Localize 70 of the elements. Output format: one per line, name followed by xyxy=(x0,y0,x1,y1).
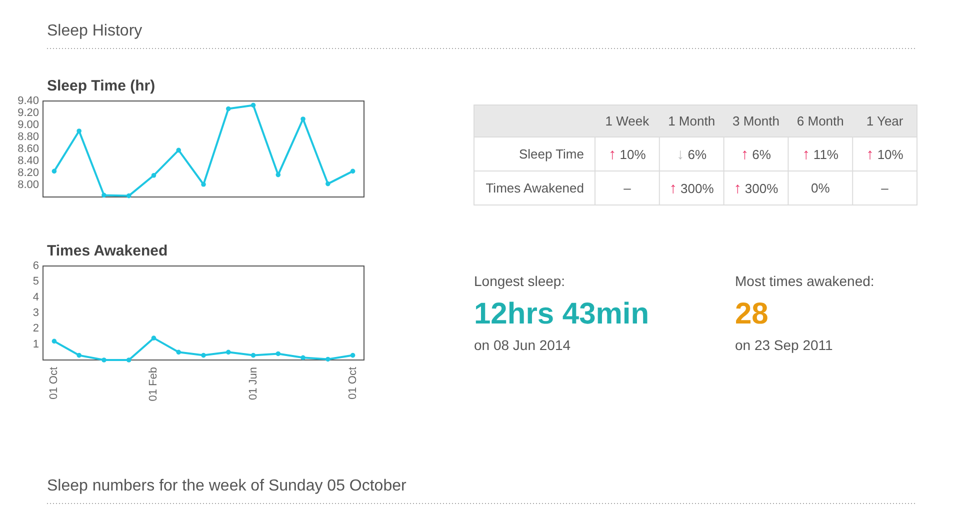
x-tick-label: 01 Feb xyxy=(148,367,160,402)
y-tick-label: 9.20 xyxy=(18,107,39,119)
y-tick-label: 8.80 xyxy=(18,131,39,143)
point xyxy=(151,336,156,340)
y-tick-label: 4 xyxy=(32,291,39,304)
y-tick-label: 8.20 xyxy=(18,167,39,179)
text: Sleep History xyxy=(47,22,142,40)
point xyxy=(176,148,182,153)
y-tick-label: 1 xyxy=(32,338,39,350)
y-tick-label: 8.40 xyxy=(18,155,39,167)
text: 28 xyxy=(735,298,768,330)
point xyxy=(176,350,182,355)
point xyxy=(300,355,306,360)
text: ↑ 11% xyxy=(802,146,838,162)
text: on 08 Jun 2014 xyxy=(474,337,571,353)
point xyxy=(201,182,206,187)
text: – xyxy=(624,180,631,196)
point xyxy=(250,102,256,108)
point xyxy=(250,352,256,358)
point xyxy=(226,350,231,355)
category-label: 1 Year xyxy=(866,114,904,128)
text: ↑ 300% xyxy=(669,180,714,196)
point xyxy=(102,192,106,198)
point xyxy=(350,352,356,358)
category-label: 1 Month xyxy=(668,114,716,128)
y-tick-label: 8.60 xyxy=(18,143,39,155)
x-tick-label: 01 Oct xyxy=(48,367,60,400)
point xyxy=(52,168,57,174)
text: Most times awakened: xyxy=(735,273,874,289)
y-tick-label: 9.40 xyxy=(18,95,39,107)
chart-title: Sleep Time (hr) xyxy=(47,78,156,94)
text: 12hrs 43min xyxy=(474,298,650,330)
y-tick-label: 6 xyxy=(32,260,39,272)
text: on 23 Sep 2011 xyxy=(735,337,834,353)
y-tick-label: 8.00 xyxy=(18,179,39,191)
category-label: Sleep Time xyxy=(518,146,584,162)
chart-title: Times Awakened xyxy=(47,242,168,260)
y-tick-label: 2 xyxy=(32,322,39,335)
text: Longest sleep: xyxy=(474,273,566,289)
point xyxy=(151,173,156,178)
point xyxy=(201,352,206,358)
category-label: Times Awakened xyxy=(486,180,584,196)
text: ↑ 300% xyxy=(734,180,778,196)
category-label: 3 Month xyxy=(732,114,780,128)
y-tick-label: 9.00 xyxy=(18,119,39,131)
category-label: 1 Week xyxy=(605,114,650,128)
point xyxy=(326,356,330,362)
text: ↑ 6% xyxy=(741,146,771,162)
x-tick-label: 01 Jun xyxy=(247,367,260,400)
point xyxy=(102,358,106,362)
point xyxy=(52,338,57,344)
category-label: 6 Month xyxy=(796,114,844,128)
text: 0% xyxy=(811,180,830,196)
y-tick-label: 3 xyxy=(32,307,39,319)
text: ↑ 10% xyxy=(866,146,904,162)
text: – xyxy=(881,180,888,196)
text: ↓ 6% xyxy=(676,146,707,162)
point xyxy=(76,128,82,134)
point xyxy=(226,106,231,112)
point xyxy=(326,181,330,186)
point xyxy=(350,168,356,174)
text: ↑ 10% xyxy=(608,146,646,162)
text: Sleep numbers for the week of Sunday 05 October xyxy=(47,478,407,494)
point xyxy=(300,116,306,122)
point xyxy=(276,351,281,356)
point xyxy=(126,358,132,362)
point xyxy=(126,193,132,198)
x-tick-label: 01 Oct xyxy=(346,367,359,400)
point xyxy=(76,352,82,358)
y-tick-label: 5 xyxy=(32,276,39,288)
